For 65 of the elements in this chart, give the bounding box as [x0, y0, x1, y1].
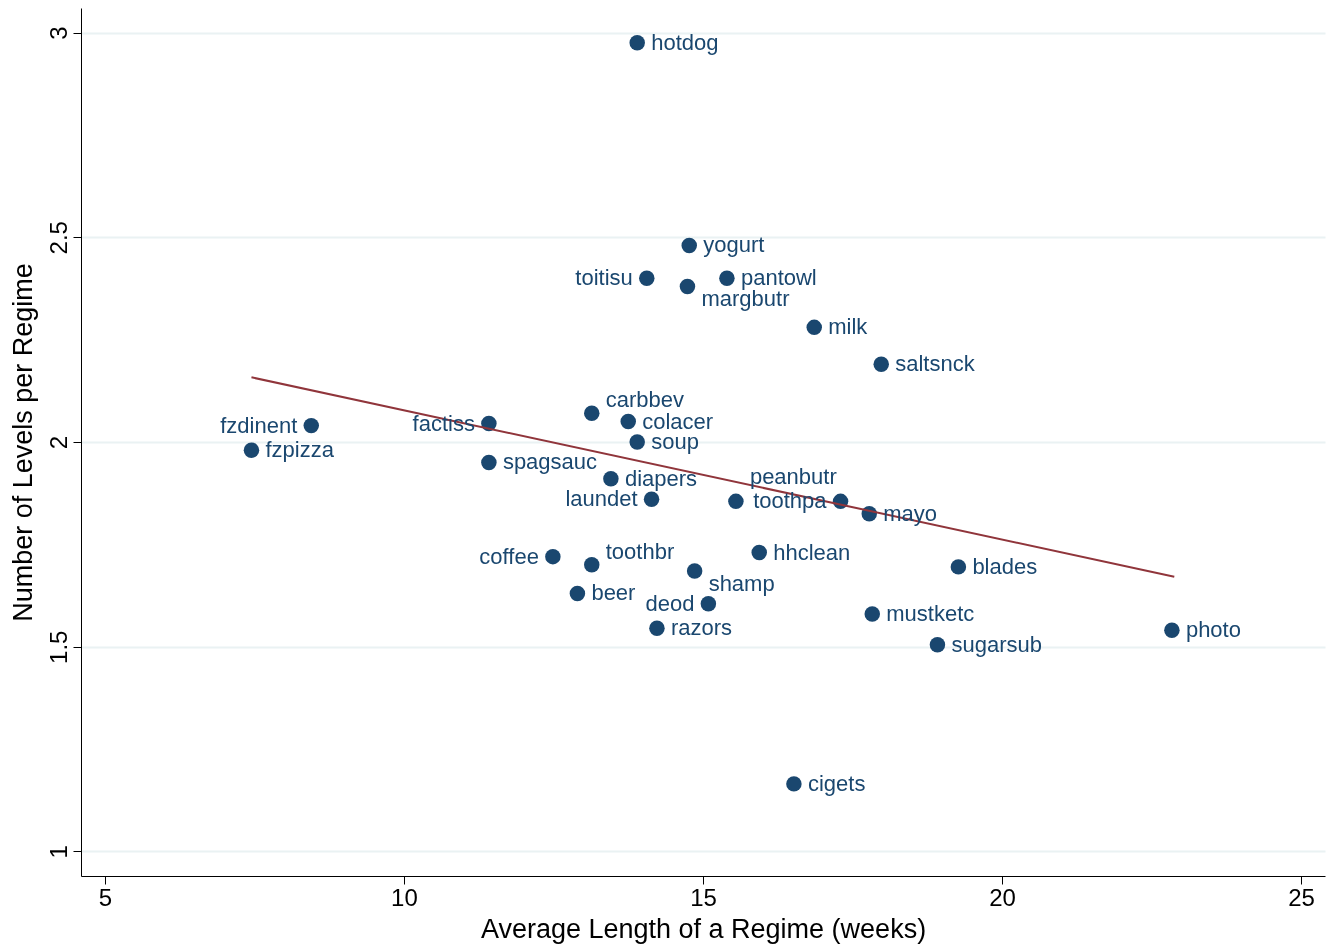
point	[686, 563, 703, 579]
annotation: shamp	[708, 570, 775, 596]
x-tick-label: 5	[98, 883, 113, 911]
annotation: toitisu	[575, 265, 633, 291]
annotation: blades	[972, 553, 1038, 579]
y-tick-label: 1.5	[44, 630, 72, 664]
point	[643, 491, 660, 508]
annotation: milk	[828, 314, 869, 340]
annotation: pantowl	[740, 265, 817, 291]
point	[806, 319, 822, 336]
point	[728, 493, 744, 510]
point	[679, 278, 696, 295]
point	[873, 356, 889, 372]
point	[603, 471, 619, 487]
point	[786, 776, 802, 792]
annotation: yogurt	[703, 232, 765, 258]
annotation: mustketc	[886, 600, 975, 626]
annotation: spagsauc	[502, 449, 598, 475]
annotation: hotdog	[651, 29, 719, 55]
point	[639, 270, 655, 286]
annotation: coffee	[479, 543, 539, 569]
annotation: beer	[591, 580, 636, 606]
annotation: hhclean	[773, 539, 851, 565]
point	[1164, 622, 1180, 639]
point	[545, 548, 561, 565]
point	[864, 606, 880, 622]
y-tick-label: 3	[44, 26, 72, 40]
annotation: toothbr	[605, 538, 675, 564]
y-tick-label: 2	[44, 435, 72, 450]
point	[243, 442, 260, 458]
point	[929, 636, 946, 653]
point	[751, 544, 767, 561]
point	[620, 413, 636, 430]
point	[629, 434, 645, 450]
point	[950, 559, 967, 575]
y-tick-label: 1	[44, 845, 72, 859]
annotation: deod	[645, 590, 695, 616]
point	[700, 596, 717, 612]
y-tick-label: 2.5	[44, 221, 72, 255]
annotation: fzpizza	[265, 437, 335, 463]
annotation: peanbutr	[749, 464, 837, 490]
annotation: sugarsub	[951, 631, 1042, 657]
x-tick-label: 25	[1288, 883, 1315, 911]
point	[303, 417, 320, 434]
point	[681, 237, 697, 254]
point	[719, 270, 735, 286]
point	[569, 585, 586, 602]
annotation: toothpa	[753, 488, 828, 514]
annotation: cigets	[807, 770, 866, 796]
point	[481, 454, 497, 471]
point	[584, 557, 600, 573]
x-axis-title: Average Length of a Regime (weeks)	[480, 913, 927, 944]
annotation: saltsnck	[895, 351, 976, 377]
point	[629, 35, 645, 51]
x-tick-label: 20	[989, 883, 1016, 911]
y-axis-title: Number of Levels per Regime	[7, 263, 38, 622]
annotation: fzdinent	[220, 412, 298, 438]
point	[649, 620, 665, 637]
x-tick-label: 10	[391, 883, 418, 911]
x-tick-label: 15	[690, 883, 717, 911]
annotation: factiss	[412, 410, 475, 436]
annotation: razors	[670, 615, 733, 641]
point	[584, 405, 600, 422]
annotation: photo	[1185, 617, 1241, 643]
annotation: mayo	[883, 500, 938, 526]
